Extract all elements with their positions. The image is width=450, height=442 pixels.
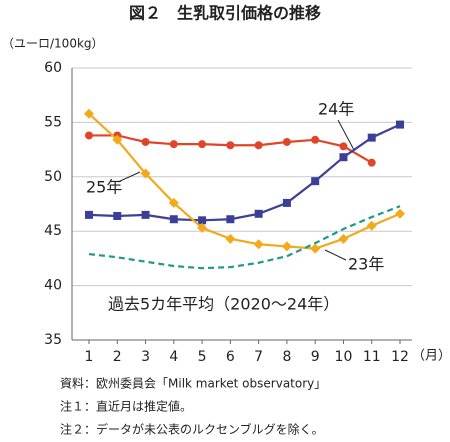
point: [85, 210, 93, 219]
series-label: 24年: [318, 100, 354, 119]
point: [282, 137, 291, 146]
x-tick-label: 5: [198, 349, 207, 365]
point: [226, 141, 235, 150]
note: 注２：データが未公表のルクセンブルグを除く。: [60, 422, 324, 437]
point: [367, 133, 376, 142]
label-leader: [117, 171, 141, 183]
y-tick-label: 40: [44, 278, 62, 294]
y-tick-label: 45: [44, 223, 62, 239]
note: 資料：欧州委員会「Milk market observatory」: [60, 377, 326, 391]
point: [168, 197, 179, 208]
point: [113, 211, 122, 220]
x-tick-label: 8: [282, 349, 291, 365]
x-tick-label: 9: [311, 349, 320, 365]
point: [282, 198, 291, 207]
x-tick-label: 4: [169, 349, 178, 365]
label-leader: [324, 249, 347, 261]
point: [112, 134, 123, 145]
y-tick-label: 50: [44, 169, 62, 185]
point: [310, 243, 321, 254]
x-tick-label: 10: [335, 349, 353, 365]
point: [339, 153, 348, 162]
point: [85, 131, 93, 140]
point: [84, 108, 94, 119]
point: [311, 177, 320, 186]
chart-title: 図２ 生乳取引価格の推移: [129, 4, 321, 23]
point: [281, 241, 292, 252]
y-tick-label: 55: [44, 114, 62, 130]
series-line: [88, 205, 401, 270]
series-line: [88, 112, 401, 250]
point: [226, 215, 235, 224]
point: [198, 216, 207, 225]
x-tick-label: 7: [254, 349, 263, 365]
y-tick-label: 60: [44, 60, 62, 76]
point: [395, 208, 405, 219]
x-tick-label: 2: [113, 349, 122, 365]
x-tick-label: 1: [85, 349, 94, 365]
label-leader: [337, 119, 355, 151]
series-line: [88, 123, 401, 222]
x-tick-label: 12: [391, 349, 409, 365]
y-tick-label: 35: [44, 332, 62, 348]
point: [254, 209, 263, 218]
point: [197, 222, 208, 233]
point: [396, 120, 404, 129]
point: [141, 137, 150, 146]
point: [254, 141, 263, 150]
series-label: 23年: [348, 255, 384, 274]
point: [141, 210, 150, 219]
series-label: 25年: [86, 178, 122, 197]
point: [366, 220, 377, 231]
series-label: 過去5カ年平均（2020～24年）: [108, 295, 339, 314]
point: [311, 135, 320, 144]
y-axis-label: （ユーロ/100kg）: [2, 37, 104, 51]
point: [169, 140, 178, 149]
x-tick-label: 6: [226, 349, 235, 365]
point: [339, 142, 348, 151]
point: [367, 158, 376, 167]
point: [198, 140, 207, 149]
note: 注１：直近月は推定値。: [60, 399, 192, 414]
x-tick-label: 11: [363, 349, 381, 365]
point: [225, 233, 236, 244]
point: [253, 239, 264, 250]
point: [140, 168, 151, 179]
point: [169, 215, 178, 224]
x-unit-label: （月）: [412, 349, 450, 364]
point: [338, 233, 349, 244]
x-tick-label: 3: [141, 349, 150, 365]
